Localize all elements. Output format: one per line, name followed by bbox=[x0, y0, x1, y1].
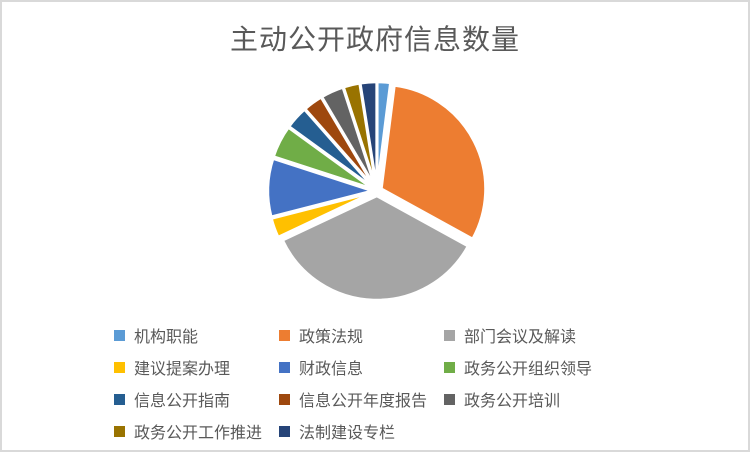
pie-slice-10 bbox=[359, 80, 378, 188]
legend-item: 法制建设专栏 bbox=[279, 419, 444, 443]
legend-label: 建议提案办理 bbox=[134, 361, 231, 378]
legend-swatch bbox=[279, 329, 290, 341]
chart-legend: 机构职能 政策法规 部门会议及解读建议提案办理 财政信息 政务公开组织领导信息公开指南 信… bbox=[114, 319, 614, 447]
pie-svg bbox=[266, 80, 487, 302]
legend-label: 政务公开组织领导 bbox=[464, 361, 593, 378]
legend-label: 政务公开培训 bbox=[464, 393, 561, 410]
legend-item: 机构职能 bbox=[114, 323, 279, 347]
legend-label: 政务公开工作推进 bbox=[134, 425, 263, 442]
legend-swatch bbox=[114, 425, 125, 437]
pie-slice-2 bbox=[281, 194, 470, 302]
pie-slice-3 bbox=[270, 191, 374, 239]
legend-swatch bbox=[114, 393, 125, 405]
legend-item: 政务公开组织领导 bbox=[444, 355, 614, 379]
legend-label: 机构职能 bbox=[134, 329, 199, 346]
pie-slice-4 bbox=[266, 157, 374, 218]
legend-item: 信息公开年度报告 bbox=[279, 387, 444, 411]
legend-swatch bbox=[114, 329, 125, 341]
legend-swatch bbox=[444, 329, 455, 341]
legend-item: 政务公开培训 bbox=[444, 387, 614, 411]
legend-item: 部门会议及解读 bbox=[444, 323, 614, 347]
pie-slice-5 bbox=[272, 126, 374, 190]
legend-label: 信息公开年度报告 bbox=[299, 393, 428, 410]
legend-swatch bbox=[444, 393, 455, 405]
legend-label: 部门会议及解读 bbox=[464, 329, 577, 346]
legend-item: 政务公开工作推进 bbox=[114, 419, 279, 443]
legend-item: 财政信息 bbox=[279, 355, 444, 379]
legend-item: 建议提案办理 bbox=[114, 355, 279, 379]
legend-swatch bbox=[279, 425, 290, 437]
pie-chart bbox=[262, 76, 492, 306]
legend-item: 政策法规 bbox=[279, 323, 444, 347]
legend-label: 政策法规 bbox=[299, 329, 364, 346]
legend-label: 法制建设专栏 bbox=[299, 425, 396, 442]
legend-item: 信息公开指南 bbox=[114, 387, 279, 411]
pie-slice-1 bbox=[380, 84, 487, 241]
chart-title: 主动公开政府信息数量 bbox=[229, 25, 520, 56]
legend-swatch bbox=[114, 361, 125, 373]
legend-swatch bbox=[279, 361, 290, 373]
legend-label: 财政信息 bbox=[299, 361, 364, 378]
legend-swatch bbox=[279, 393, 290, 405]
legend-label: 信息公开指南 bbox=[134, 393, 231, 410]
legend-swatch bbox=[444, 361, 455, 373]
